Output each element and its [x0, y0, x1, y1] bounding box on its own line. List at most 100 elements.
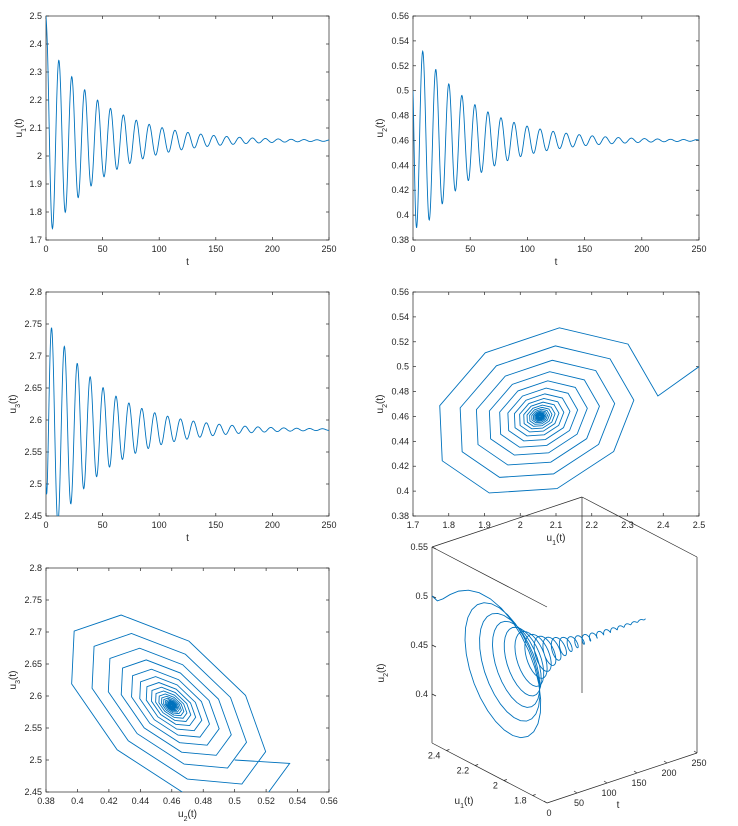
u1-tick-label: 2 [493, 781, 498, 791]
z-tick-mark [431, 546, 437, 550]
t-tick-mark [543, 800, 548, 804]
t-tick-mark [603, 780, 608, 784]
plot-area [45, 15, 330, 241]
y-axis-label: u3(t) [8, 395, 22, 414]
u2-axis-label-suffix: (t) [376, 664, 387, 673]
x-tick-label: 1.7 [407, 520, 420, 530]
chart-p3: 0 50 100 150 200 250 2.45 2.5 2.55 2.6 2.65 2.7 2.75… [8, 287, 337, 544]
series-line [71, 614, 291, 792]
t-axis-label: t [617, 800, 620, 811]
y-tick-label: 0.42 [391, 461, 409, 471]
y-tick-label: 2.7 [29, 351, 42, 361]
chart-p2: 0 50 100 150 200 250 0.38 0.4 0.42 0.44 0.46 0.48 0.… [375, 11, 707, 268]
u1-tick-mark [446, 749, 450, 751]
x-tick-label: 0.44 [132, 796, 150, 806]
y-tick-label: 0.54 [391, 312, 409, 322]
x-axis-label-subscript: 2 [184, 816, 188, 823]
y-tick-label: 1.7 [29, 235, 42, 245]
y-tick-label: 0.5 [396, 362, 409, 372]
y-axis-label-subscript: 1 [21, 128, 28, 132]
y-tick-label: 2.75 [24, 595, 42, 605]
y-tick-label: 2.55 [24, 723, 42, 733]
y-tick-label: 2.2 [29, 95, 42, 105]
y-tick-label: 0.38 [391, 235, 409, 245]
t-tick-label: 100 [601, 788, 616, 798]
y-tick-label: 0.4 [396, 210, 409, 220]
x-tick-label: 150 [577, 244, 592, 254]
plot-area [412, 15, 700, 241]
y-axis-label-suffix: (t) [14, 119, 25, 128]
z-tick-label: 0.55 [410, 542, 428, 552]
t-tick-mark [693, 750, 698, 754]
x-tick-label: 250 [691, 244, 706, 254]
y-axis-label-base: u [8, 408, 19, 414]
x-tick-label: 200 [634, 244, 649, 254]
x-tick-label: 150 [208, 520, 223, 530]
x-axis-label: t [555, 257, 558, 268]
box-edge-top-right [581, 496, 698, 558]
axis-t [546, 752, 698, 804]
u1-tick-mark [532, 794, 536, 796]
chart-p5: 0.38 0.4 0.42 0.44 0.46 0.48 0.5 0.52 0.54 0.56 2.… [8, 563, 338, 823]
y-tick-label: 0.46 [391, 135, 409, 145]
y-tick-label: 0.38 [391, 511, 409, 521]
z-tick-mark [431, 693, 437, 697]
y-tick-label: 2.65 [24, 659, 42, 669]
y-tick-label: 2.45 [24, 787, 42, 797]
series-line [413, 49, 699, 229]
y-tick-label: 2.55 [24, 447, 42, 457]
y-tick-label: 0.48 [391, 387, 409, 397]
x-axis-label-suffix: (t) [188, 809, 197, 820]
x-tick-label: 150 [208, 244, 223, 254]
x-axis-label: t [186, 257, 189, 268]
x-tick-label: 100 [152, 520, 167, 530]
y-axis-label: u3(t) [8, 671, 22, 690]
u1-tick-label: 2.2 [457, 766, 470, 776]
y-tick-label: 0.52 [391, 337, 409, 347]
y-tick-label: 2.75 [24, 319, 42, 329]
x-axis-label-base: u [178, 809, 184, 820]
x-tick-label: 250 [321, 244, 336, 254]
y-axis-label-suffix: (t) [375, 119, 386, 128]
x-tick-label: 0 [43, 244, 48, 254]
x-tick-label: 0 [43, 520, 48, 530]
x-axis-label-suffix: (t) [556, 533, 565, 544]
x-tick-label: 0 [410, 244, 415, 254]
t-tick-mark [573, 790, 578, 794]
t-tick-mark [633, 770, 638, 774]
z-tick-mark [431, 644, 437, 648]
chart-p6: 0 50 100 150 200 250 1.8 2 2.2 2.4 0.4 0.45 0.5 0.55 t… [376, 496, 707, 818]
y-tick-label: 2.6 [29, 415, 42, 425]
y-tick-label: 0.52 [391, 61, 409, 71]
box-edge-top-left [431, 546, 548, 608]
y-tick-label: 1.8 [29, 207, 42, 217]
t-tick-label: 0 [546, 808, 551, 818]
y-tick-label: 0.48 [391, 111, 409, 121]
x-tick-label: 50 [98, 244, 108, 254]
y-axis-label-suffix: (t) [8, 395, 19, 404]
y-axis-label-subscript: 2 [382, 404, 389, 408]
u1-tick-mark [503, 779, 507, 781]
y-axis-label-subscript: 3 [15, 680, 22, 684]
x-tick-label: 250 [321, 520, 336, 530]
x-tick-label: 100 [152, 244, 167, 254]
y-tick-label: 2.5 [29, 755, 42, 765]
plot-area [45, 291, 330, 517]
x-tick-label: 2.2 [585, 520, 598, 530]
u1-axis-label: u1(t) [455, 796, 474, 810]
y-tick-label: 2.65 [24, 383, 42, 393]
chart-p4: 1.7 1.8 1.9 2 2.1 2.2 2.3 2.4 2.5 0.38 0.4 0.42 0.44… [375, 287, 705, 547]
y-tick-label: 0.46 [391, 411, 409, 421]
x-tick-label: 1.9 [478, 520, 491, 530]
x-axis-label: u2(t) [178, 809, 197, 823]
series-line [46, 327, 329, 516]
u2-axis-label: u2(t) [376, 664, 390, 683]
y-axis-label-base: u [375, 408, 386, 414]
t-tick-label: 50 [574, 798, 584, 808]
x-tick-label: 0.54 [289, 796, 307, 806]
chart-p1: 0 50 100 150 200 250 1.7 1.8 1.9 2 2.1 2.2 2.3 2.4 2.5… [14, 11, 337, 268]
y-tick-label: 1.9 [29, 179, 42, 189]
x-tick-label: 200 [265, 244, 280, 254]
u1-axis-label-base: u [455, 796, 461, 807]
